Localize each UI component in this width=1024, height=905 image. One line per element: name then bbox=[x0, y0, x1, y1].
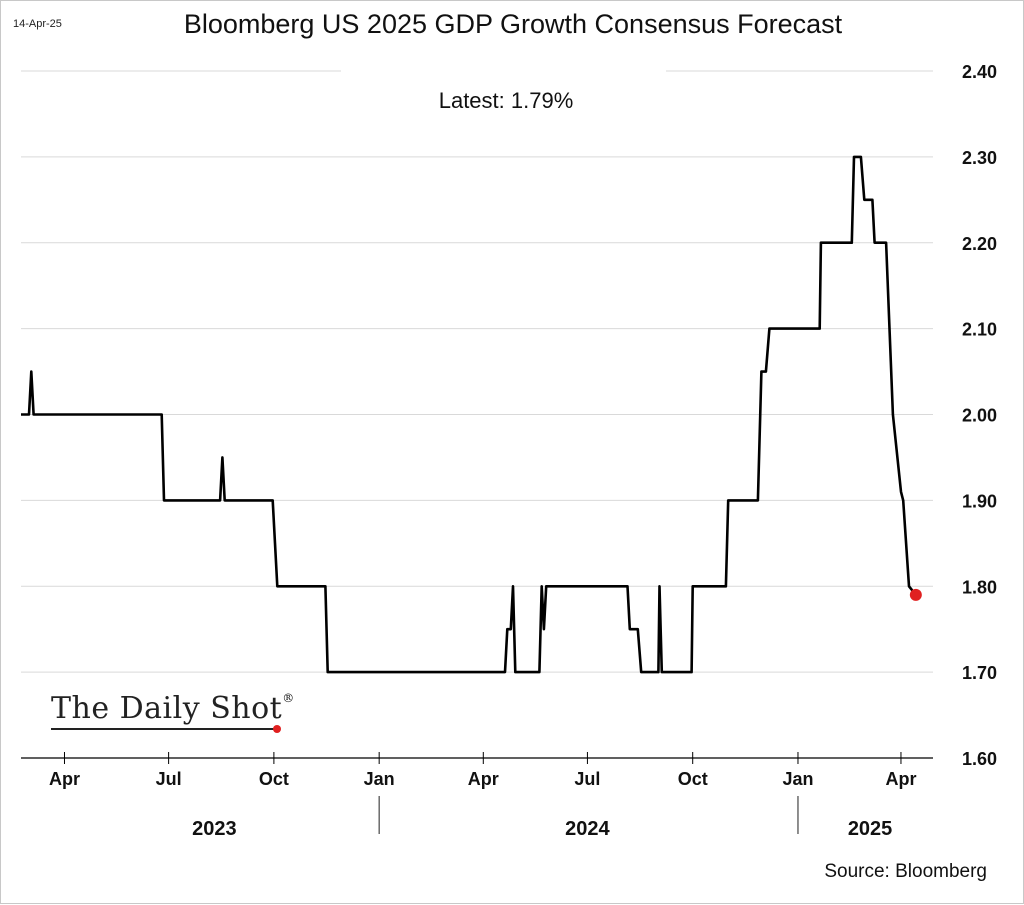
source-note: Source: Bloomberg bbox=[824, 861, 987, 882]
y-tick-label: 2.20 bbox=[962, 234, 997, 254]
logo-registered-mark: ® bbox=[282, 691, 295, 705]
y-tick-label: 2.30 bbox=[962, 148, 997, 168]
forecast-series-line bbox=[21, 155, 917, 674]
daily-shot-logo: The Daily Shot® bbox=[51, 691, 295, 726]
y-tick-label: 2.40 bbox=[962, 62, 997, 82]
year-label: 2023 bbox=[192, 818, 237, 840]
logo-underline bbox=[51, 728, 276, 730]
x-tick-label: Apr bbox=[468, 769, 499, 789]
x-tick-label: Jul bbox=[574, 769, 600, 789]
x-tick-label: Jan bbox=[364, 769, 395, 789]
latest-point-marker bbox=[909, 588, 922, 601]
x-tick-label: Oct bbox=[678, 769, 708, 789]
y-tick-label: 2.00 bbox=[962, 406, 997, 426]
x-tick-label: Apr bbox=[885, 769, 916, 789]
y-tick-label: 1.70 bbox=[962, 663, 997, 683]
date-stamp: 14-Apr-25 bbox=[13, 18, 62, 30]
logo-text: The Daily Shot bbox=[51, 691, 283, 726]
x-tick-label: Jul bbox=[156, 769, 182, 789]
x-tick-label: Oct bbox=[259, 769, 289, 789]
y-tick-label: 2.10 bbox=[962, 320, 997, 340]
x-tick-label: Jan bbox=[782, 769, 813, 789]
year-label: 2024 bbox=[565, 818, 610, 840]
y-tick-label: 1.60 bbox=[962, 749, 997, 769]
y-tick-label: 1.90 bbox=[962, 491, 997, 511]
y-tick-label: 1.80 bbox=[962, 577, 997, 597]
logo-dot bbox=[273, 725, 281, 733]
year-label: 2025 bbox=[848, 818, 893, 840]
latest-annotation: Latest: 1.79% bbox=[438, 88, 574, 113]
chart-title: Bloomberg US 2025 GDP Growth Consensus F… bbox=[183, 9, 843, 39]
x-tick-label: Apr bbox=[49, 769, 80, 789]
